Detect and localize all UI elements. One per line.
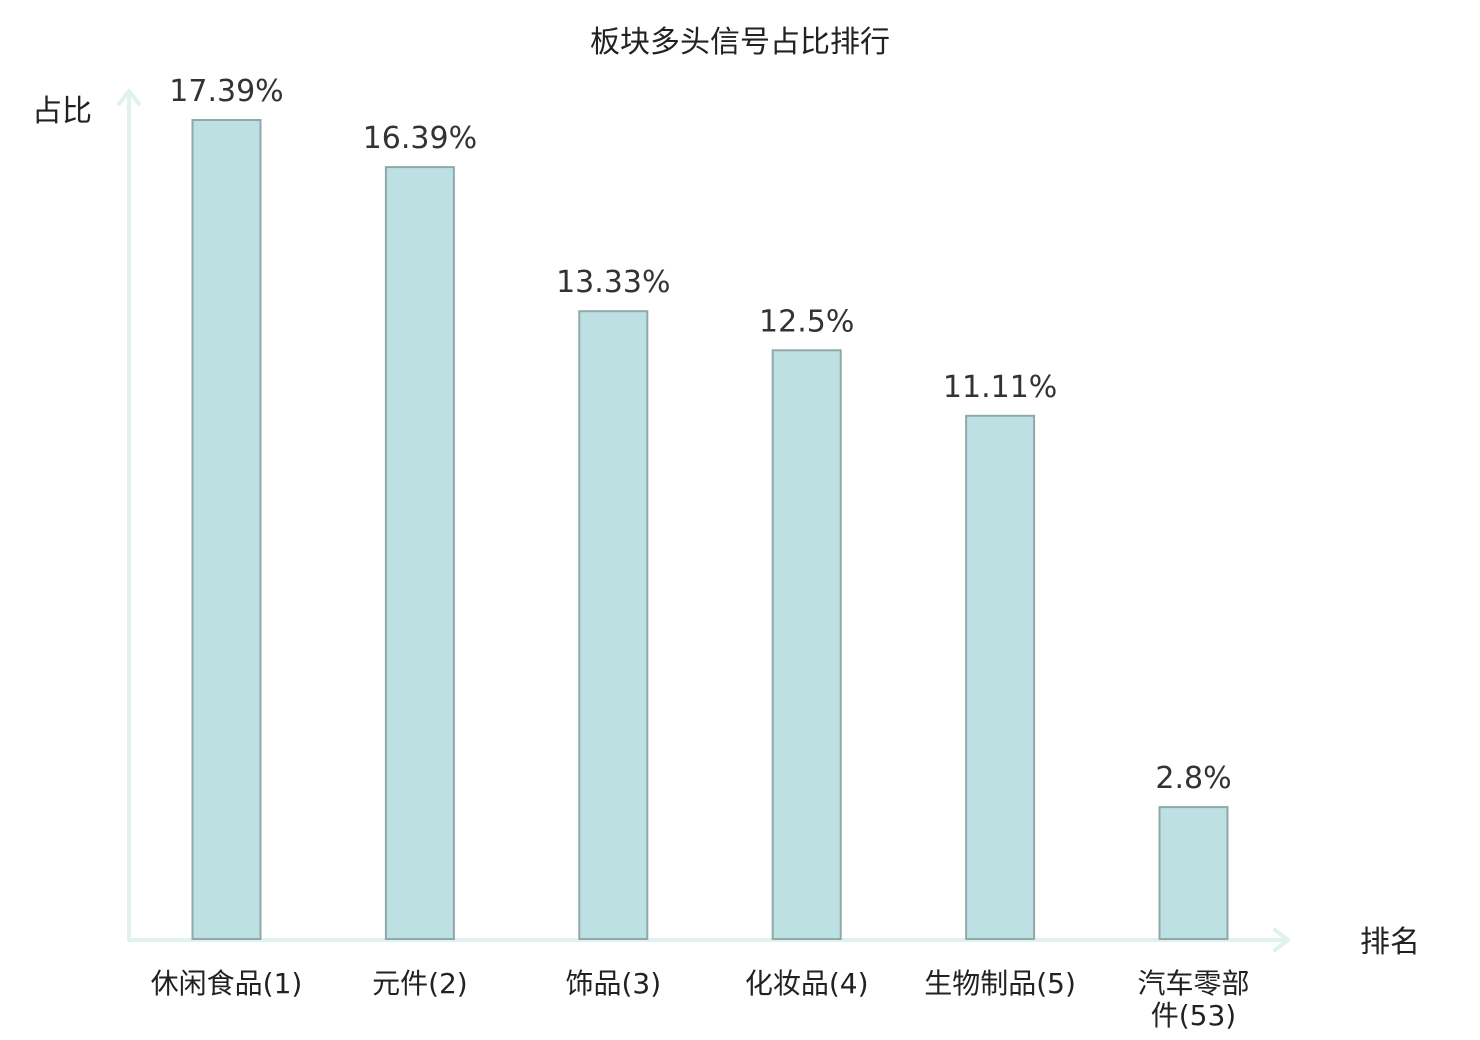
category-label: 元件(2): [372, 967, 468, 1000]
bar: [771, 349, 842, 940]
bar: [384, 166, 455, 941]
chart-title: 板块多头信号占比排行: [590, 25, 890, 60]
bars-group: [191, 119, 1229, 941]
bar: [578, 310, 649, 940]
category-label: 休闲食品(1): [151, 967, 303, 1000]
value-label: 17.39%: [169, 74, 283, 109]
category-label-line: 化妆品(4): [745, 967, 869, 1000]
category-label: 汽车零部件(53): [1137, 967, 1249, 1032]
bar: [1158, 806, 1229, 940]
y-axis-label: 占比: [32, 94, 92, 129]
category-label-line: 休闲食品(1): [151, 967, 303, 1000]
value-label: 16.39%: [363, 121, 477, 156]
bar: [191, 119, 262, 940]
category-label: 化妆品(4): [745, 967, 869, 1000]
x-axis-arrow-icon: [1273, 928, 1290, 952]
value-label: 13.33%: [556, 265, 670, 300]
category-label: 饰品(3): [565, 967, 661, 1000]
axes: [117, 89, 1290, 952]
value-label: 12.5%: [759, 304, 854, 339]
category-label-line: 饰品(3): [565, 967, 661, 1000]
bar: [965, 414, 1036, 940]
value-label: 11.11%: [943, 370, 1057, 405]
value-label: 2.8%: [1155, 761, 1231, 796]
y-axis-arrow-icon: [117, 89, 141, 106]
category-label: 生物制品(5): [924, 967, 1076, 1000]
category-labels-group: 休闲食品(1) 元件(2) 饰品(3) 化妆品(4) 生物制品(5) 汽车零部件(53): [151, 967, 1250, 1032]
category-label-line: 元件(2): [372, 967, 468, 1000]
x-axis-label: 排名: [1360, 925, 1420, 960]
category-label-line: 汽车零部: [1137, 967, 1249, 1000]
category-label-line: 生物制品(5): [924, 967, 1076, 1000]
category-label-line: 件(53): [1151, 999, 1236, 1032]
value-labels-group: 17.39% 16.39% 13.33% 12.5% 11.11% 2.8%: [169, 74, 1231, 796]
